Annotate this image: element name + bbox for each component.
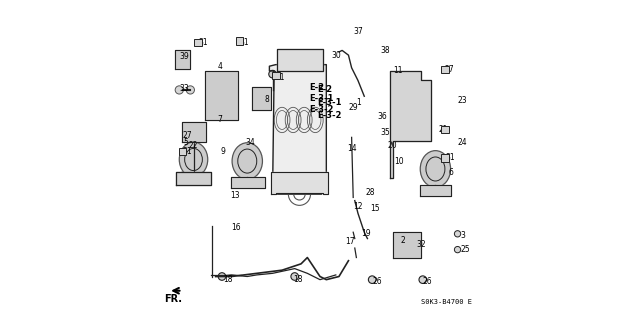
Text: 28: 28 bbox=[366, 188, 375, 197]
Text: 9: 9 bbox=[220, 147, 225, 156]
Bar bbox=[236, 37, 243, 45]
Text: 17: 17 bbox=[346, 237, 355, 246]
Text: 4: 4 bbox=[217, 62, 222, 71]
Text: 24: 24 bbox=[458, 137, 467, 147]
Bar bbox=[441, 66, 449, 73]
Text: 3: 3 bbox=[461, 231, 465, 240]
Text: E-3-2: E-3-2 bbox=[309, 105, 333, 114]
Polygon shape bbox=[205, 71, 238, 120]
Text: 31: 31 bbox=[239, 38, 249, 47]
Circle shape bbox=[414, 240, 422, 247]
Bar bbox=[195, 39, 202, 46]
Text: 7: 7 bbox=[217, 115, 222, 124]
Text: 6: 6 bbox=[448, 168, 453, 177]
Polygon shape bbox=[175, 50, 190, 69]
Polygon shape bbox=[252, 87, 271, 110]
Text: E-2: E-2 bbox=[309, 83, 324, 92]
Text: 36: 36 bbox=[377, 112, 387, 121]
Polygon shape bbox=[182, 122, 206, 142]
Text: 8: 8 bbox=[265, 95, 269, 104]
Polygon shape bbox=[420, 185, 451, 196]
Circle shape bbox=[291, 273, 298, 280]
Circle shape bbox=[177, 54, 188, 66]
Text: 18: 18 bbox=[223, 275, 233, 284]
Text: 39: 39 bbox=[179, 52, 189, 61]
Bar bbox=[441, 126, 449, 133]
Text: 26: 26 bbox=[372, 277, 382, 286]
Polygon shape bbox=[176, 172, 211, 185]
Text: 35: 35 bbox=[380, 128, 390, 137]
Text: 29: 29 bbox=[348, 103, 358, 112]
Ellipse shape bbox=[420, 151, 451, 187]
Text: 25: 25 bbox=[461, 245, 470, 254]
Text: 31: 31 bbox=[182, 147, 192, 156]
Ellipse shape bbox=[232, 143, 262, 179]
Polygon shape bbox=[269, 65, 326, 194]
Bar bbox=[441, 154, 449, 162]
Circle shape bbox=[454, 231, 461, 237]
Text: S0K3-B4700 E: S0K3-B4700 E bbox=[420, 299, 472, 305]
Text: 22: 22 bbox=[189, 141, 198, 150]
Text: 21: 21 bbox=[276, 73, 285, 82]
Text: 30: 30 bbox=[331, 51, 341, 60]
Polygon shape bbox=[393, 232, 421, 257]
Text: 27: 27 bbox=[445, 65, 454, 74]
Text: 33: 33 bbox=[179, 84, 189, 93]
Text: 23: 23 bbox=[458, 97, 467, 106]
Circle shape bbox=[454, 247, 461, 253]
Text: 38: 38 bbox=[380, 46, 390, 55]
Text: E-2: E-2 bbox=[317, 85, 332, 94]
Text: 12: 12 bbox=[353, 203, 363, 211]
Text: E-3-1: E-3-1 bbox=[317, 98, 341, 107]
Text: 37: 37 bbox=[353, 27, 363, 36]
Polygon shape bbox=[232, 177, 265, 188]
Circle shape bbox=[175, 86, 184, 94]
Text: 32: 32 bbox=[417, 241, 426, 249]
Text: E-3-1: E-3-1 bbox=[309, 94, 333, 103]
Text: 10: 10 bbox=[394, 157, 404, 166]
Polygon shape bbox=[271, 172, 328, 194]
Text: 31: 31 bbox=[445, 153, 454, 162]
Circle shape bbox=[253, 91, 269, 107]
Text: 13: 13 bbox=[230, 191, 239, 200]
Bar bbox=[272, 72, 280, 79]
Text: 19: 19 bbox=[361, 229, 371, 238]
Circle shape bbox=[419, 276, 427, 284]
Ellipse shape bbox=[179, 142, 208, 177]
Text: 34: 34 bbox=[246, 137, 255, 147]
Circle shape bbox=[208, 87, 233, 112]
Polygon shape bbox=[390, 71, 431, 178]
Text: 1: 1 bbox=[356, 98, 361, 107]
Polygon shape bbox=[277, 49, 323, 71]
Text: 31: 31 bbox=[198, 38, 208, 47]
Text: 5: 5 bbox=[184, 137, 188, 147]
Text: 11: 11 bbox=[393, 66, 402, 76]
Circle shape bbox=[218, 273, 226, 280]
Text: 27: 27 bbox=[182, 131, 192, 140]
Text: 21: 21 bbox=[438, 125, 448, 134]
Text: 16: 16 bbox=[232, 223, 241, 232]
Text: 20: 20 bbox=[388, 141, 397, 150]
Circle shape bbox=[269, 70, 276, 78]
Text: 15: 15 bbox=[371, 204, 380, 213]
Text: FR.: FR. bbox=[164, 293, 182, 304]
Circle shape bbox=[369, 276, 376, 284]
Text: 2: 2 bbox=[401, 236, 405, 245]
Text: E-3-2: E-3-2 bbox=[317, 111, 341, 120]
Text: 18: 18 bbox=[293, 275, 303, 284]
Text: 14: 14 bbox=[347, 144, 356, 153]
Circle shape bbox=[186, 86, 195, 94]
Bar bbox=[179, 148, 186, 155]
Circle shape bbox=[399, 237, 415, 253]
Text: 26: 26 bbox=[423, 277, 433, 286]
